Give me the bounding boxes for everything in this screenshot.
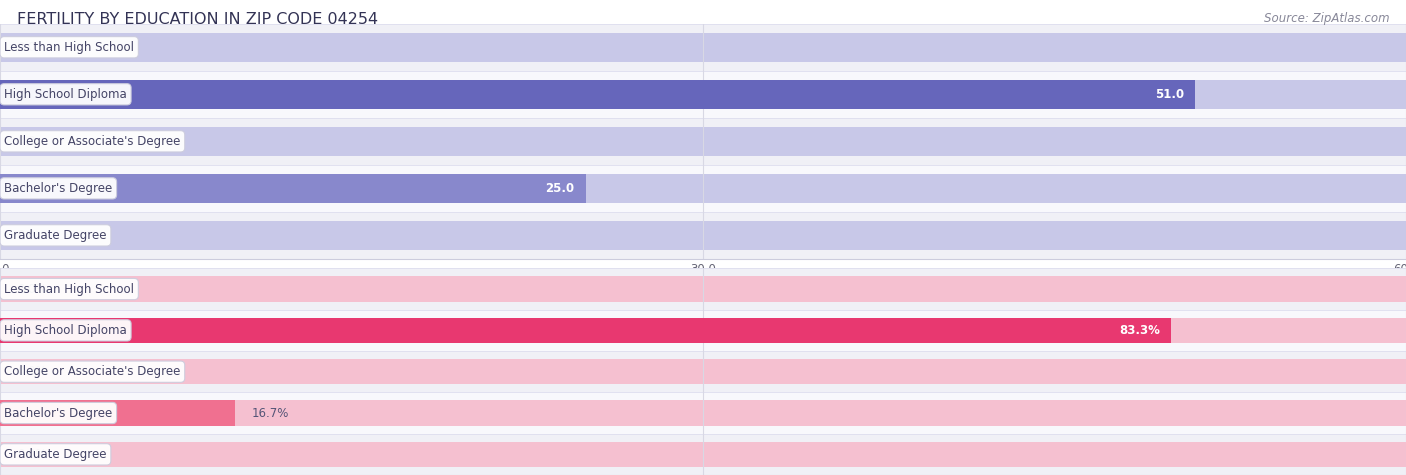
Text: Less than High School: Less than High School — [4, 283, 134, 295]
Bar — [0, 118, 1406, 165]
Text: High School Diploma: High School Diploma — [4, 324, 127, 337]
Text: 51.0: 51.0 — [1154, 88, 1184, 101]
Bar — [0, 434, 1406, 475]
Bar — [0, 276, 1406, 302]
Bar — [0, 174, 1406, 203]
Text: College or Associate's Degree: College or Associate's Degree — [4, 365, 180, 378]
Text: Bachelor's Degree: Bachelor's Degree — [4, 407, 112, 419]
Bar — [0, 24, 1406, 71]
Bar — [0, 310, 1406, 351]
Text: High School Diploma: High School Diploma — [4, 88, 127, 101]
Bar — [0, 442, 1406, 467]
Bar — [0, 268, 1406, 310]
Bar — [0, 127, 1406, 156]
Bar — [0, 165, 1406, 212]
Text: 16.7%: 16.7% — [252, 407, 290, 419]
Text: 0.0: 0.0 — [17, 135, 35, 148]
Bar — [0, 400, 1406, 426]
Text: 0.0%: 0.0% — [17, 365, 46, 378]
Text: 25.0: 25.0 — [546, 182, 575, 195]
Text: Less than High School: Less than High School — [4, 41, 134, 54]
Bar — [0, 212, 1406, 259]
Text: 0.0: 0.0 — [17, 229, 35, 242]
Bar — [0, 80, 1195, 109]
Text: FERTILITY BY EDUCATION IN ZIP CODE 04254: FERTILITY BY EDUCATION IN ZIP CODE 04254 — [17, 12, 378, 27]
Text: 83.3%: 83.3% — [1119, 324, 1160, 337]
Bar — [0, 174, 586, 203]
Bar — [0, 33, 1406, 62]
Text: Graduate Degree: Graduate Degree — [4, 448, 107, 461]
Bar — [0, 71, 1406, 118]
Text: Graduate Degree: Graduate Degree — [4, 229, 107, 242]
Bar — [0, 80, 1406, 109]
Text: 0.0%: 0.0% — [17, 448, 46, 461]
Bar — [0, 221, 1406, 250]
Text: College or Associate's Degree: College or Associate's Degree — [4, 135, 180, 148]
Bar — [0, 400, 235, 426]
Bar — [0, 318, 1406, 343]
Text: 0.0: 0.0 — [17, 41, 35, 54]
Bar — [0, 318, 1171, 343]
Bar — [0, 392, 1406, 434]
Text: 0.0%: 0.0% — [17, 283, 46, 295]
Bar — [0, 359, 1406, 384]
Text: Bachelor's Degree: Bachelor's Degree — [4, 182, 112, 195]
Bar — [0, 351, 1406, 392]
Text: Source: ZipAtlas.com: Source: ZipAtlas.com — [1264, 12, 1389, 25]
